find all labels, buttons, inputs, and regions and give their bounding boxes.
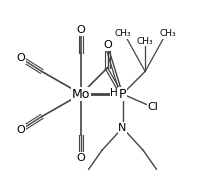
Text: H: H bbox=[110, 88, 118, 98]
Text: O: O bbox=[17, 125, 25, 135]
Text: CH₃: CH₃ bbox=[159, 29, 176, 38]
Text: O: O bbox=[77, 153, 86, 163]
Text: CH₃: CH₃ bbox=[137, 37, 153, 46]
Text: Cl: Cl bbox=[147, 102, 158, 112]
Text: N: N bbox=[118, 123, 127, 133]
Text: Mo: Mo bbox=[72, 87, 90, 101]
Text: P: P bbox=[119, 87, 126, 101]
Text: O: O bbox=[17, 53, 25, 63]
Text: O: O bbox=[103, 40, 112, 50]
Text: O: O bbox=[77, 25, 86, 35]
Text: CH₃: CH₃ bbox=[114, 29, 131, 38]
